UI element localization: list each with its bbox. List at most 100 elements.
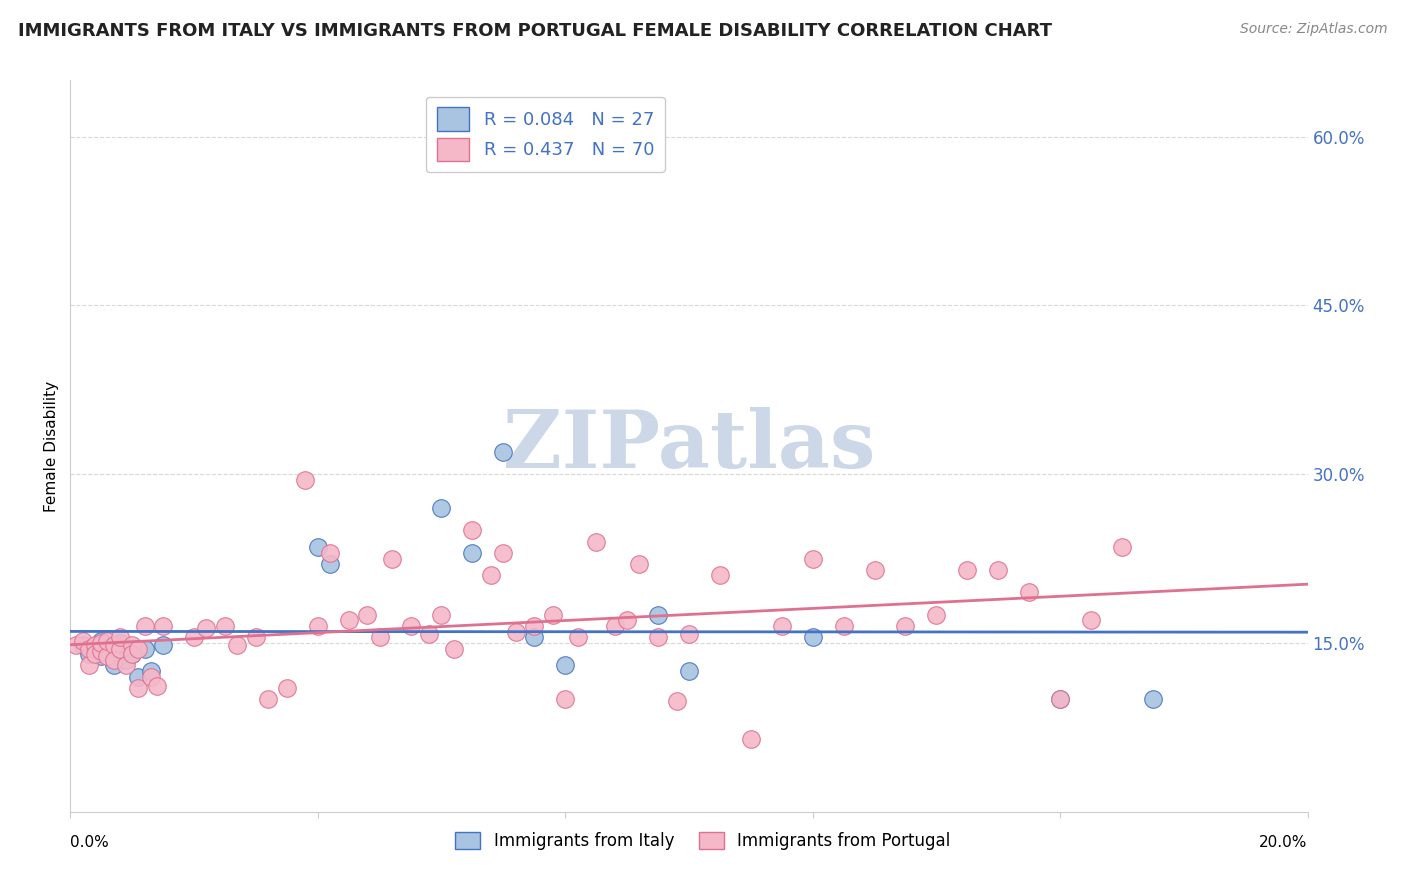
Point xyxy=(139,664,162,678)
Point xyxy=(461,546,484,560)
Point xyxy=(72,638,94,652)
Text: Source: ZipAtlas.com: Source: ZipAtlas.com xyxy=(1240,22,1388,37)
Point xyxy=(90,633,112,648)
Point xyxy=(90,644,112,658)
Point xyxy=(479,568,502,582)
Point xyxy=(381,551,404,566)
Point xyxy=(134,619,156,633)
Point xyxy=(709,568,731,582)
Point xyxy=(108,636,131,650)
Point xyxy=(139,670,162,684)
Point xyxy=(956,563,979,577)
Point xyxy=(77,641,100,656)
Text: IMMIGRANTS FROM ITALY VS IMMIGRANTS FROM PORTUGAL FEMALE DISABILITY CORRELATION : IMMIGRANTS FROM ITALY VS IMMIGRANTS FROM… xyxy=(18,22,1052,40)
Point xyxy=(307,541,329,555)
Point xyxy=(628,557,651,571)
Point xyxy=(276,681,298,695)
Point xyxy=(987,563,1010,577)
Point xyxy=(127,641,149,656)
Point xyxy=(894,619,917,633)
Point xyxy=(214,619,236,633)
Point xyxy=(770,619,793,633)
Legend: Immigrants from Italy, Immigrants from Portugal: Immigrants from Italy, Immigrants from P… xyxy=(449,825,957,857)
Point xyxy=(1018,585,1040,599)
Point xyxy=(925,607,948,622)
Point xyxy=(90,636,112,650)
Point xyxy=(443,641,465,656)
Point xyxy=(96,644,118,658)
Point xyxy=(195,621,218,635)
Point xyxy=(541,607,564,622)
Point xyxy=(307,619,329,633)
Point xyxy=(77,658,100,673)
Point xyxy=(226,638,249,652)
Point xyxy=(505,624,527,639)
Point xyxy=(183,630,205,644)
Text: ZIPatlas: ZIPatlas xyxy=(503,407,875,485)
Point xyxy=(84,641,107,656)
Point xyxy=(740,731,762,746)
Point xyxy=(103,638,125,652)
Point xyxy=(103,653,125,667)
Point xyxy=(430,500,453,515)
Point xyxy=(77,647,100,661)
Point xyxy=(801,551,824,566)
Point xyxy=(84,638,107,652)
Point xyxy=(567,630,589,644)
Point xyxy=(121,647,143,661)
Point xyxy=(146,679,169,693)
Point xyxy=(108,641,131,656)
Point xyxy=(115,653,138,667)
Point xyxy=(863,563,886,577)
Point xyxy=(121,647,143,661)
Point xyxy=(127,681,149,695)
Point xyxy=(554,692,576,706)
Point xyxy=(1080,614,1102,628)
Point xyxy=(72,633,94,648)
Point xyxy=(523,619,546,633)
Point xyxy=(319,557,342,571)
Point xyxy=(319,546,342,560)
Point xyxy=(96,633,118,648)
Point xyxy=(337,614,360,628)
Point xyxy=(1049,692,1071,706)
Point xyxy=(134,641,156,656)
Point xyxy=(121,638,143,652)
Point xyxy=(245,630,267,644)
Point xyxy=(430,607,453,622)
Point xyxy=(257,692,280,706)
Point xyxy=(492,444,515,458)
Y-axis label: Female Disability: Female Disability xyxy=(44,380,59,512)
Point xyxy=(678,664,700,678)
Point xyxy=(399,619,422,633)
Point xyxy=(523,630,546,644)
Text: 20.0%: 20.0% xyxy=(1260,836,1308,850)
Text: 0.0%: 0.0% xyxy=(70,836,110,850)
Point xyxy=(647,607,669,622)
Point xyxy=(585,534,607,549)
Point xyxy=(84,647,107,661)
Point xyxy=(1049,692,1071,706)
Point xyxy=(90,649,112,664)
Point xyxy=(96,649,118,664)
Point xyxy=(1142,692,1164,706)
Point xyxy=(65,638,87,652)
Point xyxy=(616,614,638,628)
Point xyxy=(1111,541,1133,555)
Point xyxy=(294,473,316,487)
Point xyxy=(665,694,688,708)
Point xyxy=(152,619,174,633)
Point xyxy=(152,638,174,652)
Point xyxy=(801,630,824,644)
Point xyxy=(678,627,700,641)
Point xyxy=(461,524,484,538)
Legend: R = 0.084   N = 27, R = 0.437   N = 70: R = 0.084 N = 27, R = 0.437 N = 70 xyxy=(426,96,665,172)
Point xyxy=(554,658,576,673)
Point xyxy=(603,619,626,633)
Point xyxy=(108,630,131,644)
Point xyxy=(368,630,391,644)
Point xyxy=(115,658,138,673)
Point xyxy=(832,619,855,633)
Point xyxy=(418,627,440,641)
Point xyxy=(356,607,378,622)
